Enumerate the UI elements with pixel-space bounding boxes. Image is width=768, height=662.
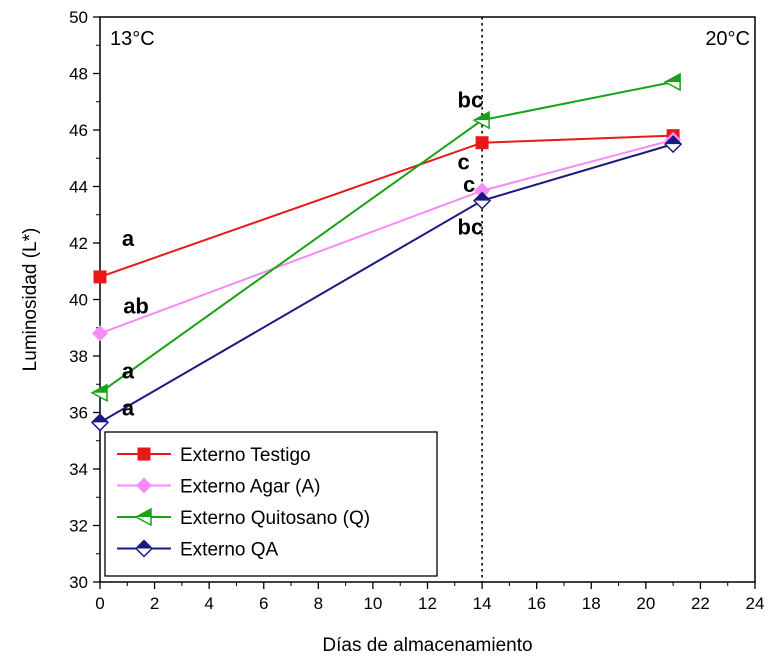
x-tick-label: 20 — [636, 594, 655, 613]
marker-fill — [92, 414, 108, 423]
legend-label: Externo Agar (A) — [180, 477, 320, 498]
series-4 — [90, 135, 683, 432]
x-tick-label: 10 — [363, 594, 382, 613]
y-tick-label: 42 — [69, 234, 88, 253]
x-tick-label: 22 — [691, 594, 710, 613]
significance-label: a — [122, 395, 135, 420]
data-point — [663, 72, 681, 92]
y-tick-label: 34 — [69, 460, 88, 479]
data-point — [664, 135, 683, 154]
series-3 — [90, 72, 681, 402]
x-tick-label: 18 — [582, 594, 601, 613]
significance-label: a — [122, 359, 135, 384]
marker-fill — [136, 540, 152, 549]
legend-item: Externo Testigo — [117, 445, 311, 466]
x-tick-label: 0 — [95, 594, 104, 613]
marker-fill — [665, 136, 682, 145]
marker-fill — [474, 192, 491, 201]
series-line — [99, 143, 674, 424]
series-1 — [93, 129, 680, 284]
data-point — [134, 507, 152, 527]
data-point — [137, 447, 151, 461]
series-layer — [90, 72, 683, 432]
series-2 — [92, 131, 682, 342]
y-axis-title: Luminosidad (L*) — [20, 228, 41, 372]
y-tick-label: 32 — [69, 517, 88, 536]
y-tick-label: 40 — [69, 291, 88, 310]
x-tick-label: 24 — [746, 594, 765, 613]
data-point — [92, 325, 108, 342]
legend-label: Externo QA — [180, 540, 279, 561]
series-line — [99, 80, 674, 394]
significance-label: c — [458, 150, 470, 175]
y-tick-label: 38 — [69, 347, 88, 366]
y-tick-label: 46 — [69, 121, 88, 140]
x-axis-title: Días de almacenamiento — [322, 635, 532, 656]
x-tick-label: 12 — [418, 594, 437, 613]
region-label-left: 13°C — [110, 28, 155, 50]
significance-label: a — [122, 226, 135, 251]
y-tick-label: 30 — [69, 573, 88, 592]
significance-label: bc — [458, 87, 484, 112]
x-tick-label: 14 — [473, 594, 492, 613]
significance-label: ab — [123, 294, 149, 319]
axes: 0 2 4 6 8 10 12 14 16 18 20 22 243032343638404244464… — [20, 8, 764, 656]
y-tick-label: 48 — [69, 65, 88, 84]
x-tick-label: 6 — [259, 594, 268, 613]
reference-line-layer: 13°C 20°C — [110, 17, 750, 582]
y-tick-label: 50 — [69, 8, 88, 27]
data-point — [93, 270, 107, 284]
legend: Externo Testigo Externo Agar (A) Externo Q… — [104, 431, 438, 577]
marker-fill — [665, 73, 681, 82]
legend-label: Externo Testigo — [180, 445, 311, 466]
data-point — [134, 539, 154, 558]
data-point — [473, 191, 492, 210]
data-point — [90, 383, 108, 402]
y-tick-label: 44 — [69, 178, 88, 197]
data-point — [136, 477, 152, 494]
x-tick-label: 2 — [150, 594, 159, 613]
marker-fill — [474, 112, 490, 121]
data-point — [474, 182, 491, 199]
legend-item: Externo Agar (A) — [117, 477, 320, 498]
data-point — [475, 136, 489, 150]
significance-label: bc — [458, 215, 484, 240]
x-tick-label: 4 — [204, 594, 213, 613]
data-point — [472, 110, 490, 130]
marker-fill — [92, 384, 107, 393]
legend-item: Externo Quitosano (Q) — [117, 507, 370, 529]
x-tick-label: 8 — [314, 594, 323, 613]
marker-fill — [136, 509, 151, 517]
x-tick-label: 16 — [527, 594, 546, 613]
data-point — [90, 413, 110, 432]
y-tick-label: 36 — [69, 404, 88, 423]
legend-item: Externo QA — [117, 539, 279, 561]
significance-label: c — [463, 172, 475, 197]
region-label-right: 20°C — [705, 28, 750, 50]
legend-label: Externo Quitosano (Q) — [180, 508, 370, 529]
legend-box — [104, 431, 438, 577]
